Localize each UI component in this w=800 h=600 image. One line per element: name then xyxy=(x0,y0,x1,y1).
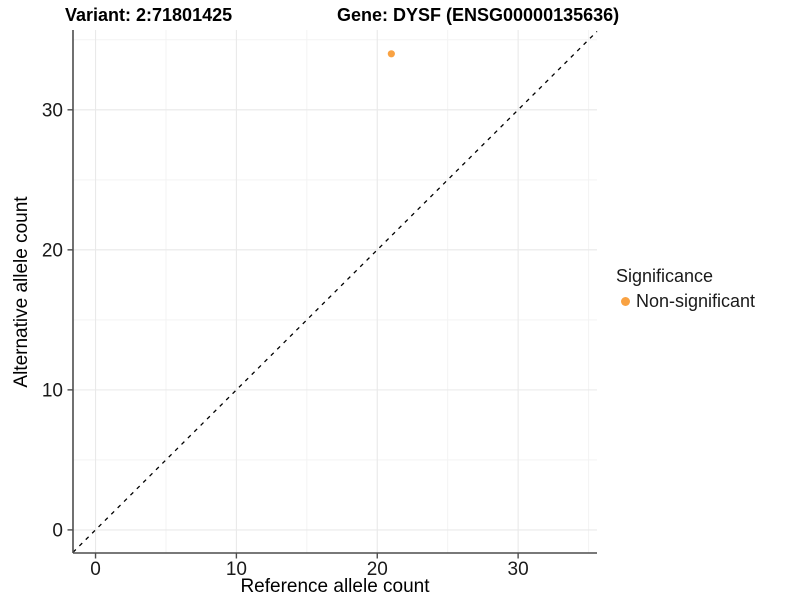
plot-title-gene: Gene: DYSF (ENSG00000135636) xyxy=(337,5,620,25)
y-tick-label: 0 xyxy=(52,520,63,541)
y-axis-title: Alternative allele count xyxy=(11,196,32,388)
data-point xyxy=(387,50,395,58)
legend-item-non-significant: Non-significant xyxy=(616,291,755,312)
x-axis-title: Reference allele count xyxy=(240,576,430,597)
legend-point-icon xyxy=(621,297,630,306)
identity-reference-line xyxy=(72,30,598,553)
x-tick-label: 20 xyxy=(367,559,388,580)
x-tick-label: 0 xyxy=(90,559,101,580)
x-tick-label: 10 xyxy=(226,559,247,580)
plot-title-variant: Variant: 2:71801425 xyxy=(65,5,233,25)
legend: Significance Non-significant xyxy=(616,266,755,312)
x-tick-label: 30 xyxy=(508,559,529,580)
y-tick-label: 10 xyxy=(42,380,63,401)
legend-item-label: Non-significant xyxy=(636,291,756,311)
legend-title: Significance xyxy=(616,266,714,286)
y-tick-label: 30 xyxy=(42,100,63,121)
y-tick-label: 20 xyxy=(42,240,63,261)
